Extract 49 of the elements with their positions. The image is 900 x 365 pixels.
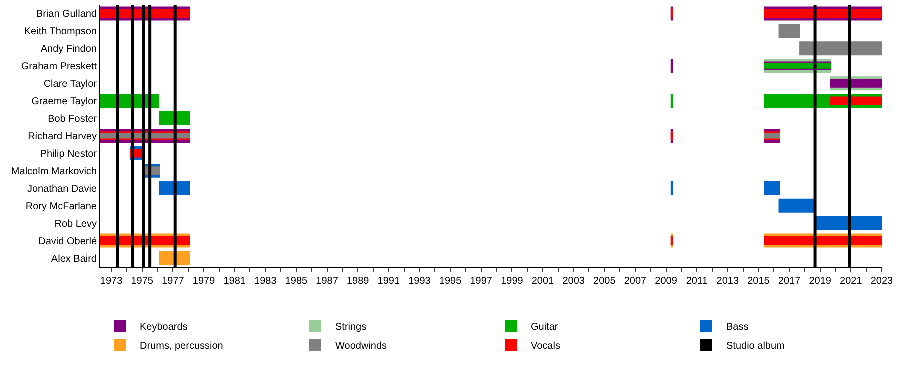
- legend-label: Keyboards: [140, 322, 188, 333]
- x-tick-label: 1989: [346, 276, 370, 287]
- x-tick-label: 2003: [562, 276, 586, 287]
- x-tick-label: 1977: [162, 276, 185, 287]
- x-tick-label: 2013: [716, 276, 740, 287]
- y-tick-label: David Oberlé: [38, 236, 98, 248]
- y-tick-label: Graeme Taylor: [32, 96, 98, 108]
- x-tick-label: 1979: [192, 276, 216, 287]
- legend-label: Woodwinds: [336, 340, 388, 352]
- legend-label: Guitar: [531, 322, 559, 333]
- y-tick-label: Brian Gulland: [36, 9, 97, 20]
- x-tick-label: 1975: [131, 276, 154, 287]
- x-tick-label: 1995: [439, 276, 462, 287]
- y-tick-label: Bob Foster: [48, 114, 98, 126]
- x-tick-label: 2015: [748, 276, 770, 287]
- x-tick-label: 1981: [224, 276, 246, 287]
- x-tick-label: 1997: [470, 276, 493, 287]
- y-tick-label: Keith Thompson: [24, 26, 97, 38]
- x-tick-label: 2007: [624, 276, 648, 287]
- x-tick-label: 1983: [254, 276, 278, 287]
- y-tick-label: Alex Baird: [51, 254, 97, 265]
- y-tick-label: Philip Nestor: [40, 148, 98, 160]
- y-tick-label: Malcolm Markovich: [11, 166, 97, 178]
- x-tick-label: 1993: [408, 276, 432, 287]
- y-tick-label: Rob Levy: [54, 218, 97, 230]
- x-tick-label: 2021: [840, 276, 863, 287]
- x-tick-label: 2005: [594, 276, 616, 287]
- y-tick-label: Rory McFarlane: [26, 201, 98, 212]
- x-tick-label: 2001: [532, 276, 555, 287]
- y-tick-label: Richard Harvey: [28, 132, 97, 142]
- x-tick-label: 1985: [285, 276, 308, 287]
- x-tick-label: 1973: [100, 276, 124, 287]
- legend-label: Drums, percussion: [140, 340, 224, 352]
- legend-label: Studio album: [726, 340, 785, 352]
- x-tick-label: 1987: [316, 276, 339, 287]
- x-tick-label: 1991: [378, 276, 400, 287]
- x-tick-label: 2019: [809, 276, 832, 287]
- x-tick-label: 2009: [655, 276, 678, 287]
- x-tick-label: 1999: [501, 276, 524, 287]
- y-tick-label: Graham Preskett: [21, 62, 98, 73]
- y-tick-label: Jonathan Davie: [28, 184, 98, 195]
- y-tick-label: Andy Findon: [40, 44, 97, 56]
- y-tick-label: Clare Taylor: [44, 79, 98, 90]
- legend-label: Strings: [336, 322, 367, 333]
- legend-label: Vocals: [531, 340, 560, 352]
- legend-label: Bass: [726, 322, 749, 333]
- x-tick-label: 2023: [870, 276, 894, 287]
- x-tick-label: 2011: [686, 276, 708, 287]
- x-tick-label: 2017: [778, 276, 802, 287]
